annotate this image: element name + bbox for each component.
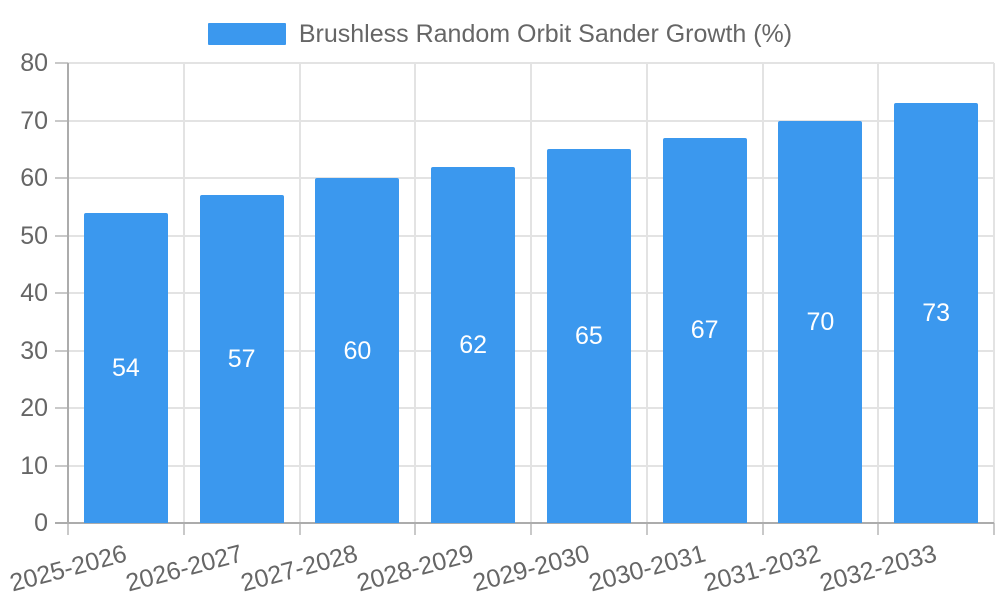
x-gridline — [993, 63, 995, 523]
x-axis-tick — [67, 523, 69, 535]
bar[interactable] — [315, 178, 400, 523]
bar[interactable] — [546, 149, 631, 523]
x-axis-tick — [645, 523, 648, 535]
y-axis-tick — [55, 177, 68, 179]
y-axis-tick — [55, 62, 68, 64]
x-gridline — [645, 63, 648, 523]
x-gridline — [298, 63, 301, 523]
bar[interactable] — [894, 103, 979, 523]
x-axis-tick — [530, 523, 532, 535]
y-axis-tick-label: 10 — [20, 451, 48, 480]
y-axis-tick — [55, 292, 68, 294]
y-axis-tick-label: 30 — [20, 336, 48, 365]
chart-legend[interactable]: Brushless Random Orbit Sander Growth (%) — [0, 20, 1000, 48]
y-axis-tick-label: 40 — [20, 279, 48, 307]
y-axis-tick-label: 80 — [20, 49, 48, 77]
bar[interactable] — [431, 166, 516, 523]
y-axis-tick-label: 0 — [34, 509, 48, 537]
x-axis-line — [55, 522, 994, 524]
bar-value-label: 73 — [922, 299, 951, 328]
bar[interactable] — [662, 137, 747, 523]
bar[interactable] — [83, 212, 168, 523]
x-axis-tick — [298, 523, 301, 535]
y-axis-line — [67, 63, 69, 523]
bar[interactable] — [778, 120, 863, 523]
y-axis-tick — [55, 119, 68, 122]
bar-value-label: 70 — [806, 307, 835, 336]
y-axis-tick — [55, 407, 68, 409]
x-gridline — [761, 63, 764, 523]
bar-value-label: 67 — [690, 316, 719, 345]
x-axis-tick — [414, 523, 417, 535]
y-axis-tick — [55, 464, 68, 467]
bar-value-label: 62 — [459, 330, 488, 359]
x-gridline — [414, 63, 417, 523]
y-axis-tick-label: 20 — [20, 394, 48, 422]
x-axis-tick — [877, 523, 880, 535]
bar-value-label: 57 — [227, 345, 256, 374]
y-axis-tick-label: 70 — [20, 106, 48, 135]
x-axis-tick — [993, 523, 995, 535]
y-axis-tick-label: 60 — [20, 164, 48, 192]
x-axis-tick — [761, 523, 764, 535]
y-axis-tick — [55, 349, 68, 352]
y-axis-tick — [55, 234, 68, 237]
bar-value-label: 54 — [111, 353, 140, 382]
x-axis-tick — [182, 523, 185, 535]
x-gridline — [877, 63, 880, 523]
bar[interactable] — [199, 195, 284, 523]
x-gridline — [530, 63, 532, 523]
bar-value-label: 65 — [574, 322, 603, 351]
x-gridline — [182, 63, 185, 523]
y-axis-tick-label: 50 — [20, 221, 48, 250]
bar-value-label: 60 — [343, 336, 372, 365]
legend-label: Brushless Random Orbit Sander Growth (%) — [298, 19, 793, 48]
legend-color-swatch — [207, 23, 286, 45]
